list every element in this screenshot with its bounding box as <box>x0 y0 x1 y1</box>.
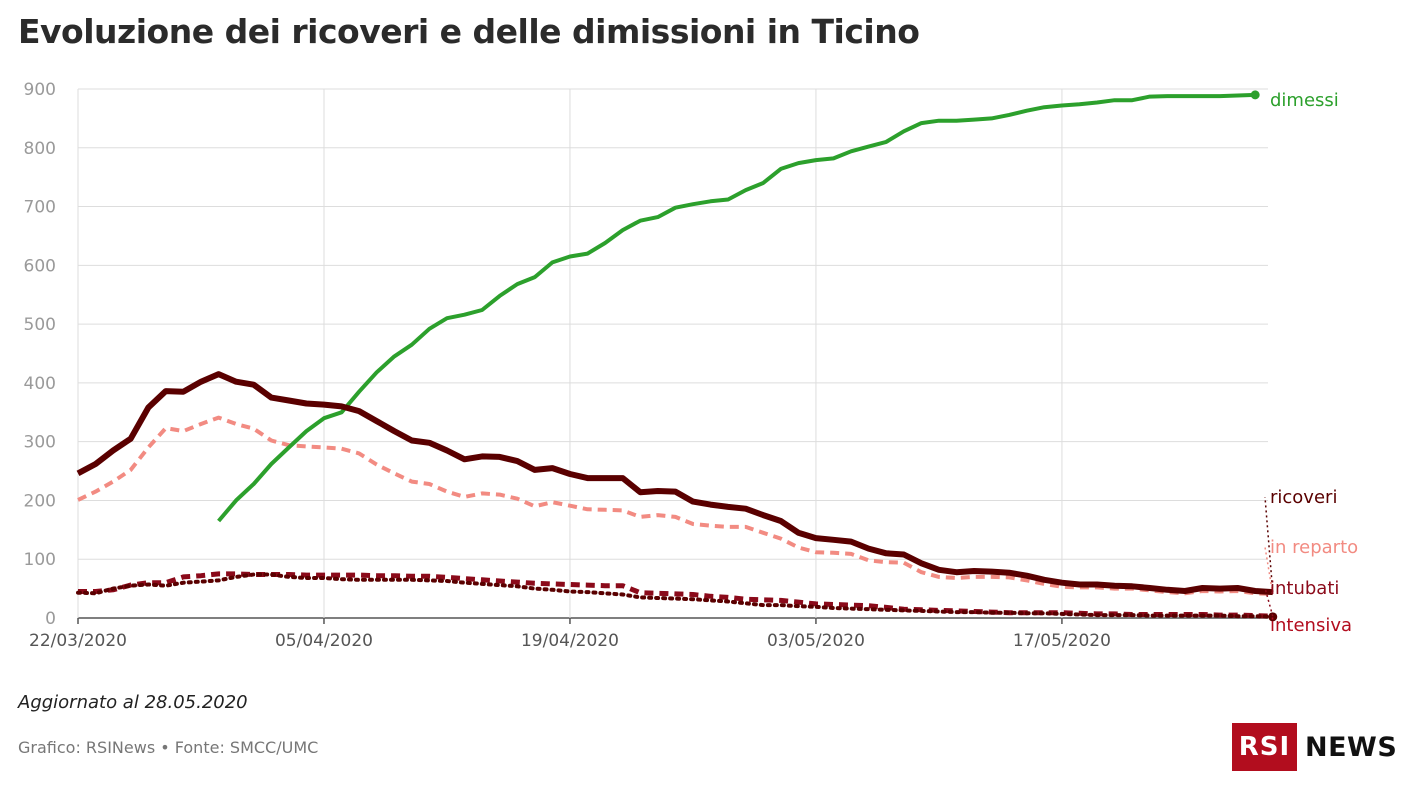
series-label-in-reparto: in reparto <box>1270 537 1358 558</box>
series-layer <box>76 90 1278 622</box>
x-tick-label: 17/05/2020 <box>1013 631 1111 651</box>
y-tick-label: 100 <box>24 550 56 570</box>
series-label-intubati: intubati <box>1270 578 1339 599</box>
series-line-intensiva <box>76 572 1275 619</box>
series-endpoint-dimessi <box>1250 90 1260 100</box>
grid-layer <box>77 88 1268 619</box>
series-line-intubati <box>78 571 1273 619</box>
y-tick-label: 500 <box>24 315 56 335</box>
series-line-ricoveri <box>76 371 1273 596</box>
y-tick-label: 800 <box>24 139 56 159</box>
logo-mark: RSI <box>1232 723 1297 771</box>
update-note: Aggiornato al 28.05.2020 <box>18 692 248 713</box>
y-tick-label: 400 <box>24 374 56 394</box>
rsi-news-logo: RSI NEWS <box>1232 723 1397 771</box>
x-tick-label: 19/04/2020 <box>521 631 619 651</box>
y-axis: 0 100 200 300 400 500 600 700 800 900 <box>24 80 56 629</box>
series-line-in-reparto <box>77 415 1273 596</box>
series-label-leader <box>1264 496 1274 593</box>
x-tick-label: 05/04/2020 <box>275 631 373 651</box>
source-credit: Grafico: RSINews • Fonte: SMCC/UMC <box>18 738 319 757</box>
series-label-dimessi: dimessi <box>1270 90 1339 111</box>
y-tick-label: 200 <box>24 491 56 511</box>
series-label-layer: dimessi ricoveri in reparto intubati intensi… <box>1264 90 1358 636</box>
series-label-intensiva: intensiva <box>1270 615 1352 636</box>
y-tick-label: 900 <box>24 80 56 100</box>
series-endpoint-intensiva <box>1268 612 1278 622</box>
x-tick-label: 22/03/2020 <box>29 631 127 651</box>
y-tick-label: 700 <box>24 198 56 218</box>
y-tick-label: 600 <box>24 256 56 276</box>
logo-wordmark: NEWS <box>1305 731 1398 763</box>
series-label-ricoveri: ricoveri <box>1270 487 1337 508</box>
x-axis: 22/03/2020 05/04/2020 19/04/2020 03/05/2020… <box>29 618 1111 651</box>
page-title: Evoluzione dei ricoveri e delle dimissio… <box>18 12 920 51</box>
y-tick-label: 300 <box>24 433 56 453</box>
series-line-dimessi <box>217 92 1256 523</box>
y-tick-label: 0 <box>45 609 56 629</box>
x-tick-label: 03/05/2020 <box>767 631 865 651</box>
